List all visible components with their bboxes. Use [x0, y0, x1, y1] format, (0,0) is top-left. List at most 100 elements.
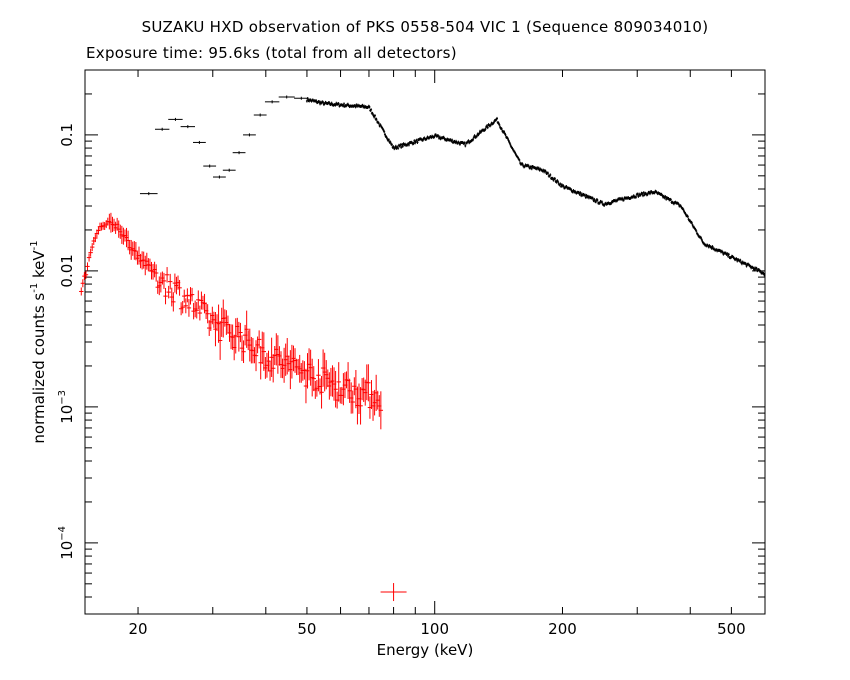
gso-data-point	[546, 171, 549, 175]
pin-data-point	[241, 340, 246, 364]
gso-data-point	[516, 155, 519, 159]
x-axis-label: Energy (keV)	[377, 641, 474, 659]
gso-data-point	[686, 215, 689, 219]
gso-data-point	[755, 266, 758, 270]
gso-data-point	[721, 250, 724, 254]
gso-data-point	[762, 271, 765, 275]
gso-data-point	[603, 203, 606, 207]
pin-data-point	[166, 285, 171, 299]
pin-data-point	[270, 354, 276, 383]
gso-data-point	[570, 188, 573, 192]
gso-data-point	[585, 193, 588, 197]
gso-data-point	[467, 139, 470, 143]
gso-data-point	[322, 100, 325, 104]
gso-data-point	[492, 120, 495, 124]
gso-data-point	[601, 200, 604, 204]
gso-data-point	[699, 236, 702, 240]
y-tick-label: 10−3	[57, 390, 76, 424]
gso-data-point	[243, 133, 256, 137]
gso-data-point	[669, 198, 672, 202]
pin-data-point	[86, 253, 92, 262]
gso-data-point	[401, 144, 404, 148]
gso-data-point	[400, 142, 403, 146]
gso-data-point	[458, 142, 461, 146]
gso-data-point	[253, 113, 267, 117]
gso-data-point	[433, 135, 436, 139]
x-tick-label: 20	[128, 620, 147, 638]
gso-data-point	[507, 138, 510, 142]
gso-data-point	[682, 209, 685, 213]
pin-data-point	[79, 287, 84, 296]
gso-data-point	[498, 123, 501, 127]
gso-data-point	[739, 258, 742, 262]
pin-data-point	[180, 300, 185, 314]
gso-data-point	[478, 131, 481, 135]
gso-data-point	[727, 252, 730, 256]
gso-data-point	[508, 140, 511, 144]
gso-data-point	[711, 245, 714, 249]
pin-data-point	[380, 583, 407, 602]
gso-data-point	[646, 192, 649, 196]
gso-data-point	[553, 177, 556, 181]
gso-data-point	[504, 133, 507, 137]
gso-data-point	[306, 97, 309, 101]
gso-data-point	[377, 121, 380, 125]
x-tick-label: 50	[297, 620, 316, 638]
gso-data-point	[593, 197, 596, 201]
gso-data-point	[735, 257, 738, 261]
pin-data-point	[316, 359, 321, 392]
pin-data-point	[378, 391, 384, 430]
gso-data-point	[565, 185, 568, 189]
chart-title: SUZAKU HXD observation of PKS 0558-504 V…	[141, 18, 709, 36]
gso-data-point	[473, 134, 476, 138]
gso-data-point	[438, 135, 441, 139]
pin-data-point	[186, 299, 192, 317]
gso-data-point	[641, 191, 644, 195]
pin-data-point	[161, 272, 167, 289]
gso-data-point	[486, 126, 489, 130]
gso-data-point	[661, 194, 664, 198]
gso-data-point	[485, 124, 488, 128]
gso-data-point	[386, 137, 389, 141]
gso-data-point	[700, 238, 703, 242]
gso-data-point	[495, 116, 498, 120]
gso-data-point	[472, 138, 475, 142]
pin-data-point	[256, 330, 262, 349]
gso-data-point	[690, 220, 693, 224]
y-tick-label: 0.1	[58, 123, 76, 147]
gso-data-point	[579, 191, 582, 195]
gso-data-point	[665, 197, 668, 201]
gso-data-point	[319, 102, 322, 106]
gso-data-point	[421, 138, 424, 142]
gso-data-point	[343, 102, 346, 106]
y-tick-label: 10−4	[57, 526, 76, 560]
pin-data-point	[182, 289, 187, 303]
gso-data-point	[180, 125, 196, 129]
gso-data-point	[506, 137, 509, 141]
gso-data-point	[502, 130, 505, 134]
plot-frame	[84, 69, 766, 615]
gso-data-point	[342, 104, 345, 108]
gso-data-point	[530, 167, 533, 171]
gso-data-point	[203, 164, 217, 168]
gso-data-point	[192, 140, 206, 144]
gso-data-point	[315, 99, 318, 103]
gso-data-point	[354, 105, 357, 109]
gso-data-point	[475, 134, 478, 138]
gso-data-point	[361, 103, 364, 107]
gso-data-point	[383, 130, 386, 134]
gso-data-point	[642, 191, 645, 195]
gso-data-point	[394, 144, 397, 148]
gso-data-point	[744, 262, 747, 266]
gso-data-point	[337, 102, 340, 106]
pin-data-point	[350, 390, 355, 414]
gso-data-point	[691, 223, 694, 227]
gso-data-point	[264, 100, 280, 104]
pin-data-point	[319, 375, 324, 409]
gso-data-point	[648, 192, 651, 196]
gso-data-point	[578, 192, 581, 196]
gso-data-point	[664, 195, 667, 199]
gso-data-point	[557, 180, 560, 184]
pin-data-point	[244, 310, 249, 348]
gso-data-point	[695, 229, 698, 233]
